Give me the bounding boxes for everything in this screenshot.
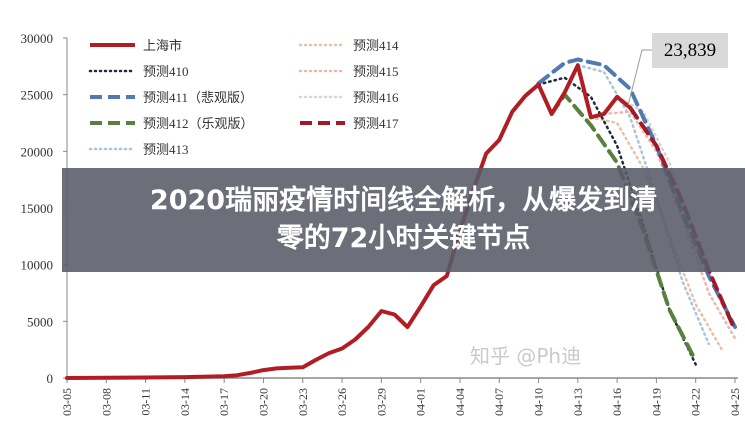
series-line-0 (65, 63, 633, 380)
y-tick-label: 20000 (21, 144, 54, 159)
legend-label: 预测414 (353, 38, 399, 53)
x-tick-label: 03-23 (296, 388, 310, 416)
x-tick-label: 03-08 (99, 388, 113, 416)
x-tick-label: 04-10 (532, 388, 546, 416)
series-line-7 (615, 95, 724, 306)
x-tick-label: 04-25 (728, 388, 742, 416)
banner-title-line1: 2020瑞丽疫情时间线全解析，从爆发到清 (149, 185, 658, 216)
legend-label: 预测410 (143, 64, 189, 79)
legend-label: 预测415 (353, 64, 399, 79)
x-tick-label: 03-05 (60, 388, 74, 416)
legend-label: 预测416 (353, 90, 399, 105)
x-tick-label: 04-13 (571, 388, 585, 416)
x-tick-label: 03-11 (139, 388, 153, 416)
annotation-label: 23,839 (663, 39, 717, 61)
y-tick-label: 5000 (27, 314, 53, 329)
watermark: 知乎 @Ph迪 (470, 344, 582, 368)
y-tick-label: 15000 (21, 201, 54, 216)
y-tick-label: 25000 (21, 88, 54, 103)
x-tick-label: 03-20 (256, 388, 270, 416)
legend-label: 预测411（悲观版） (143, 90, 253, 105)
x-tick-label: 04-07 (492, 388, 506, 416)
x-tick-label: 03-14 (178, 388, 192, 416)
x-tick-label: 04-19 (649, 388, 663, 416)
x-tick-label: 04-01 (414, 388, 428, 416)
legend-label: 预测412（乐观版） (143, 116, 254, 131)
x-tick-label: 04-22 (689, 388, 703, 416)
y-tick-label: 30000 (21, 31, 54, 46)
annotation-callout: 23,839 (652, 33, 728, 68)
banner-title-line2: 零的72小时关键节点 (276, 223, 531, 254)
x-tick-label: 03-26 (335, 388, 349, 416)
legend-label: 上海市 (143, 38, 182, 53)
series-line-4 (576, 63, 711, 346)
y-tick-label: 0 (47, 371, 54, 386)
x-tick-label: 03-29 (374, 388, 388, 416)
title-banner: 2020瑞丽疫情时间线全解析，从爆发到清 零的72小时关键节点 (62, 168, 745, 272)
x-tick-label: 04-04 (453, 388, 467, 416)
x-tick-label: 04-16 (610, 388, 624, 416)
annotation-leader (627, 49, 652, 105)
legend-label: 预测417 (353, 116, 399, 131)
y-tick-label: 10000 (21, 258, 54, 273)
legend-label: 预测413 (143, 142, 189, 157)
x-tick-label: 03-17 (217, 388, 231, 416)
